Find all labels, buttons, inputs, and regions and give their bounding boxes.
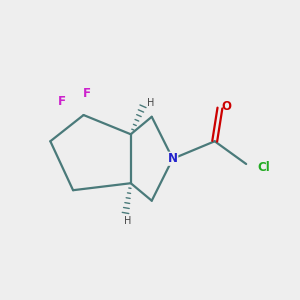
Text: F: F	[58, 95, 66, 108]
Text: Cl: Cl	[257, 161, 270, 174]
Text: H: H	[124, 216, 131, 226]
Text: N: N	[168, 152, 178, 165]
Text: O: O	[221, 100, 231, 113]
Text: H: H	[147, 98, 154, 108]
Text: F: F	[83, 87, 91, 100]
